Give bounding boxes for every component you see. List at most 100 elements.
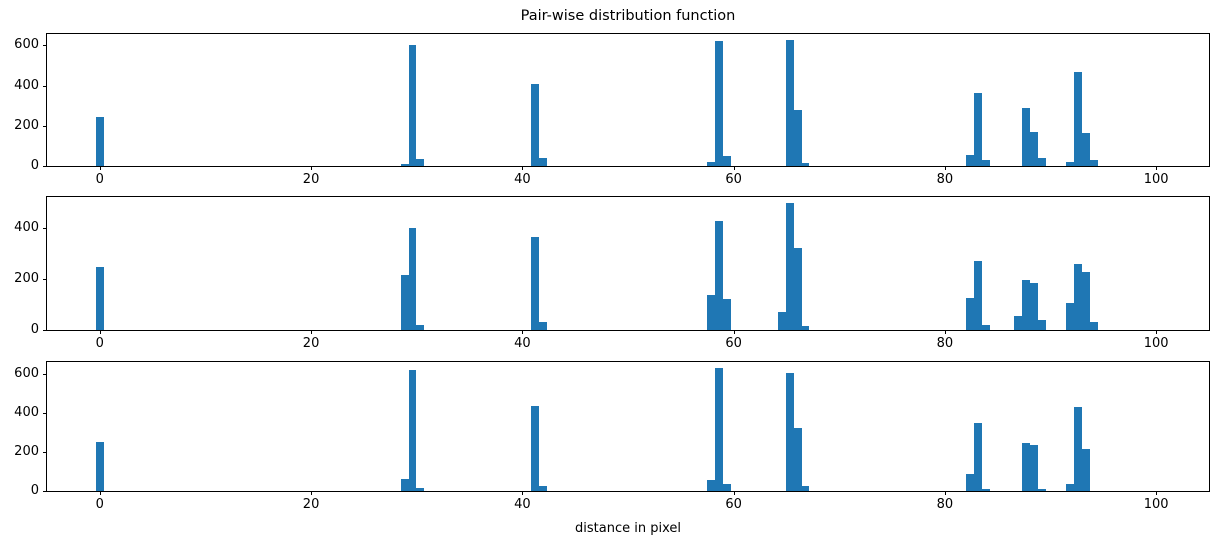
bar <box>981 159 990 166</box>
x-tick-mark <box>733 166 735 170</box>
y-tick-mark <box>43 491 47 492</box>
x-tick-mark <box>99 330 101 334</box>
y-tick-label: 200 <box>14 270 39 286</box>
x-tick-mark <box>522 166 524 170</box>
bar <box>965 474 974 491</box>
bar <box>777 312 786 330</box>
bar <box>408 227 417 330</box>
bar <box>965 298 974 330</box>
bar <box>973 260 982 330</box>
x-tick-label: 20 <box>302 172 320 187</box>
bar <box>1081 449 1090 491</box>
y-tick-mark <box>43 451 47 453</box>
x-tick-label: 40 <box>514 172 531 187</box>
x-tick-mark <box>522 330 524 334</box>
x-tick-mark <box>944 491 946 495</box>
y-tick-label: 0 <box>30 158 39 173</box>
x-tick-mark <box>1156 491 1158 495</box>
bar <box>1066 303 1075 330</box>
bar <box>793 109 802 166</box>
x-tick-label: 20 <box>302 497 320 512</box>
y-tick-mark <box>43 85 47 87</box>
bar <box>1066 484 1075 491</box>
figure-title: Pair-wise distribution function <box>520 8 736 24</box>
y-tick-mark <box>43 227 47 229</box>
x-tick-label: 60 <box>725 172 742 187</box>
bar <box>1038 488 1047 491</box>
y-tick-mark <box>43 412 47 414</box>
x-tick-label: 60 <box>725 336 742 351</box>
bar <box>714 368 723 491</box>
bar <box>714 221 723 330</box>
bar <box>1074 407 1082 491</box>
y-tick-label: 600 <box>14 365 39 381</box>
x-tick-mark <box>733 491 735 495</box>
bar <box>722 155 731 166</box>
bar <box>539 157 547 166</box>
y-tick-mark <box>43 45 47 47</box>
bar <box>531 236 539 330</box>
bar <box>801 326 810 330</box>
bar <box>1014 315 1023 330</box>
bar <box>706 161 715 166</box>
y-tick-label: 400 <box>14 77 39 93</box>
bar <box>1066 161 1075 166</box>
bar <box>785 372 794 491</box>
bar <box>1030 282 1039 330</box>
y-tick-label: 400 <box>14 404 39 420</box>
subplot-bottom: 0 20 40 60 80 100 0 200 400 600 <box>14 361 1210 512</box>
bar <box>539 322 547 330</box>
bar <box>416 158 425 166</box>
bar <box>785 40 794 166</box>
x-tick-label: 60 <box>725 497 742 512</box>
x-tick-mark <box>733 330 735 334</box>
bar <box>1038 157 1047 166</box>
bar <box>1022 280 1031 330</box>
bar <box>973 92 982 166</box>
y-tick-mark <box>43 330 47 331</box>
bar <box>531 83 539 166</box>
x-tick-label: 80 <box>936 497 954 512</box>
x-tick-label: 100 <box>1143 336 1169 351</box>
bar <box>1081 272 1090 330</box>
bar <box>400 479 409 491</box>
bar <box>714 41 723 166</box>
bar <box>1022 443 1031 491</box>
y-tick-label: 200 <box>14 443 39 459</box>
x-tick-label: 40 <box>514 336 531 351</box>
y-tick-mark <box>43 125 47 127</box>
x-tick-mark <box>311 330 313 334</box>
x-tick-mark <box>1156 330 1158 334</box>
x-tick-mark <box>99 166 101 170</box>
bar <box>706 295 715 330</box>
y-tick-mark <box>43 278 47 280</box>
subplot-top: 0 20 40 60 80 100 0 200 400 600 <box>14 33 1210 187</box>
bar <box>95 267 104 330</box>
x-tick-mark <box>944 166 946 170</box>
x-tick-label: 100 <box>1143 172 1169 187</box>
x-tick-label: 80 <box>936 336 954 351</box>
bar <box>722 483 731 491</box>
bar <box>400 275 409 330</box>
y-tick-label: 600 <box>14 37 39 53</box>
x-tick-label: 20 <box>302 336 320 351</box>
bar <box>785 203 794 330</box>
y-tick-label: 200 <box>14 117 39 133</box>
bar <box>793 427 802 491</box>
bar <box>408 370 417 491</box>
x-tick-label: 0 <box>95 336 104 351</box>
bar <box>981 324 990 330</box>
y-tick-label: 400 <box>14 219 39 235</box>
y-tick-label: 0 <box>30 322 39 337</box>
bar <box>801 162 810 166</box>
x-tick-mark <box>99 491 101 495</box>
bar <box>408 45 417 166</box>
bar <box>981 488 990 491</box>
x-tick-mark <box>311 491 313 495</box>
x-tick-label: 0 <box>95 497 104 512</box>
bar <box>1038 319 1047 330</box>
bar <box>1074 263 1082 330</box>
bar <box>1089 322 1098 330</box>
bar <box>973 422 982 491</box>
